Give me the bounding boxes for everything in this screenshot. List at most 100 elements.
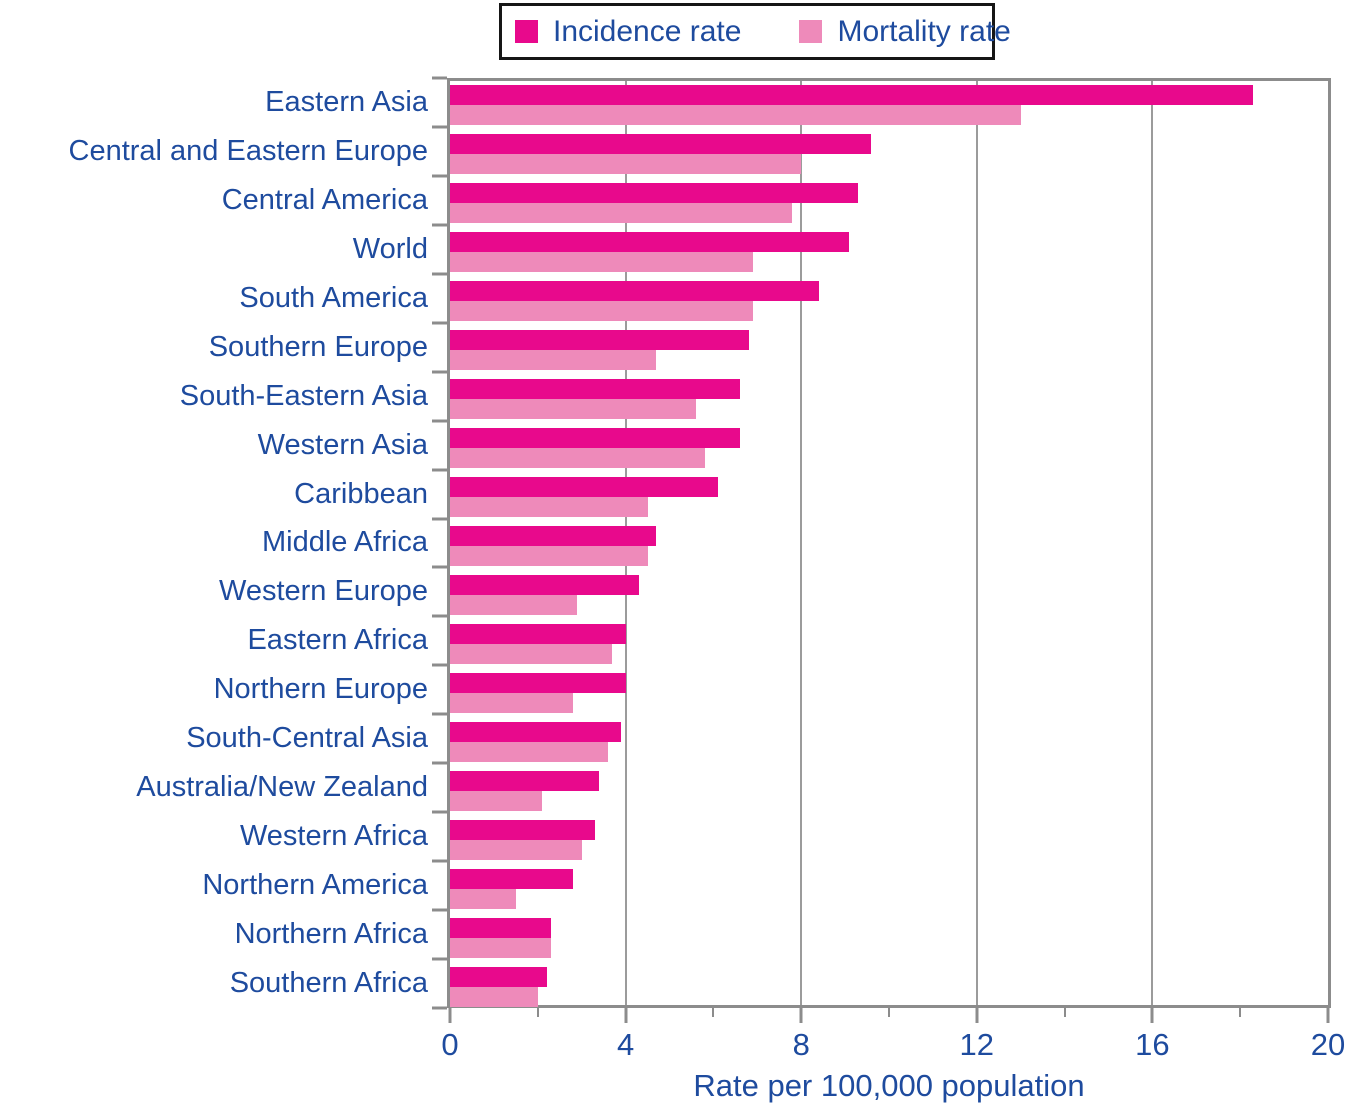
category-label: Eastern Asia [265, 85, 428, 118]
bar-row [450, 619, 1328, 668]
bar-row [450, 717, 1328, 766]
bar-row [450, 130, 1328, 179]
mortality-bar [450, 252, 753, 273]
y-axis-tick [432, 517, 447, 521]
incidence-bar [450, 85, 1254, 106]
bar-row [450, 277, 1328, 326]
incidence-bar [450, 770, 600, 791]
x-axis-tick-label: 12 [959, 1027, 995, 1062]
incidence-swatch-icon [515, 20, 538, 43]
incidence-bar [450, 281, 819, 302]
bar-row [450, 962, 1328, 1011]
incidence-bar [450, 819, 595, 840]
y-axis-tick [432, 76, 447, 80]
y-axis-tick [432, 663, 447, 667]
mortality-bar [450, 986, 538, 1007]
mortality-bar [450, 937, 551, 958]
mortality-bar [450, 839, 582, 860]
legend-label-incidence: Incidence rate [553, 14, 742, 48]
x-axis-tick-label: 8 [792, 1027, 810, 1062]
y-axis-tick [432, 370, 447, 374]
x-axis-major-tick [975, 1008, 979, 1023]
incidence-bar [450, 672, 626, 693]
bar-row [450, 473, 1328, 522]
legend: Incidence rate Mortality rate [499, 3, 1011, 60]
bar-row [450, 179, 1328, 228]
legend-label-mortality: Mortality rate [837, 14, 1011, 48]
y-axis-tick [432, 174, 447, 178]
mortality-bar [450, 741, 609, 762]
bar-row [450, 864, 1328, 913]
mortality-bar [450, 643, 613, 664]
mortality-bar [450, 545, 648, 566]
x-axis-minor-tick [1239, 1008, 1242, 1017]
x-axis-minor-tick [888, 1008, 890, 1017]
category-label: Northern Africa [234, 918, 428, 951]
y-axis-tick [432, 272, 447, 276]
incidence-bar [450, 379, 740, 400]
bar-row [450, 815, 1328, 864]
y-axis-tick [432, 761, 447, 765]
mortality-bar [450, 888, 516, 909]
category-label: Australia/New Zealand [136, 771, 428, 804]
mortality-bar [450, 399, 696, 420]
mortality-bar [450, 203, 793, 224]
category-label: South-Central Asia [186, 722, 428, 755]
category-label: Central America [221, 183, 428, 216]
x-axis-major-tick [448, 1008, 452, 1023]
mortality-bar [450, 301, 753, 322]
category-label: Northern Europe [213, 673, 428, 706]
mortality-bar [450, 105, 1021, 126]
gridline-x-16 [1151, 81, 1154, 1005]
incidence-bar [450, 721, 622, 742]
x-axis-title: Rate per 100,000 population [693, 1068, 1085, 1103]
incidence-bar [450, 623, 626, 644]
x-axis-tick-label: 20 [1310, 1027, 1346, 1062]
y-axis-tick [432, 321, 447, 325]
incidence-bar [450, 966, 547, 987]
category-label: Caribbean [294, 477, 428, 510]
plot-area [447, 78, 1331, 1008]
category-label: Southern Africa [229, 967, 428, 1000]
y-axis-tick [432, 565, 447, 569]
category-label: South-Eastern Asia [179, 379, 428, 412]
bar-row [450, 326, 1328, 375]
gridline-x-12 [975, 81, 978, 1005]
x-axis-tick-label: 16 [1135, 1027, 1170, 1062]
y-axis-tick [432, 908, 447, 912]
y-axis-tick [432, 859, 447, 863]
x-axis-major-tick [1326, 1008, 1330, 1023]
incidence-bar [450, 477, 718, 498]
y-axis-tick [432, 712, 447, 716]
bar-row [450, 766, 1328, 815]
incidence-bar [450, 330, 749, 351]
mortality-bar [450, 154, 802, 175]
incidence-bar [450, 183, 859, 204]
mortality-swatch-icon [799, 20, 823, 43]
mortality-bar [450, 497, 648, 518]
y-axis-tick [432, 810, 447, 814]
x-axis-minor-tick [712, 1008, 715, 1017]
bar-row [450, 228, 1328, 277]
bar-row [450, 913, 1328, 962]
legend-item-mortality: Mortality rate [799, 14, 1011, 49]
x-axis-major-tick [1150, 1008, 1154, 1023]
y-axis-tick [432, 614, 447, 618]
incidence-bar [450, 525, 657, 546]
mortality-bar [450, 594, 578, 615]
gridline-x-8 [800, 81, 803, 1005]
category-labels: Eastern Asia Central and Eastern Europe Ce… [0, 78, 429, 1008]
incidence-bar [450, 868, 573, 889]
category-label: Eastern Africa [247, 624, 428, 657]
bar-row [450, 570, 1328, 619]
category-label: Western Africa [239, 820, 428, 853]
y-axis-tick [432, 125, 447, 129]
incidence-bar [450, 574, 639, 595]
category-label: Central and Eastern Europe [68, 134, 429, 167]
bar-row [450, 424, 1328, 473]
bar-row [450, 668, 1328, 717]
category-label: Northern America [202, 869, 428, 902]
incidence-bar [450, 232, 850, 253]
category-label: South America [239, 281, 428, 314]
